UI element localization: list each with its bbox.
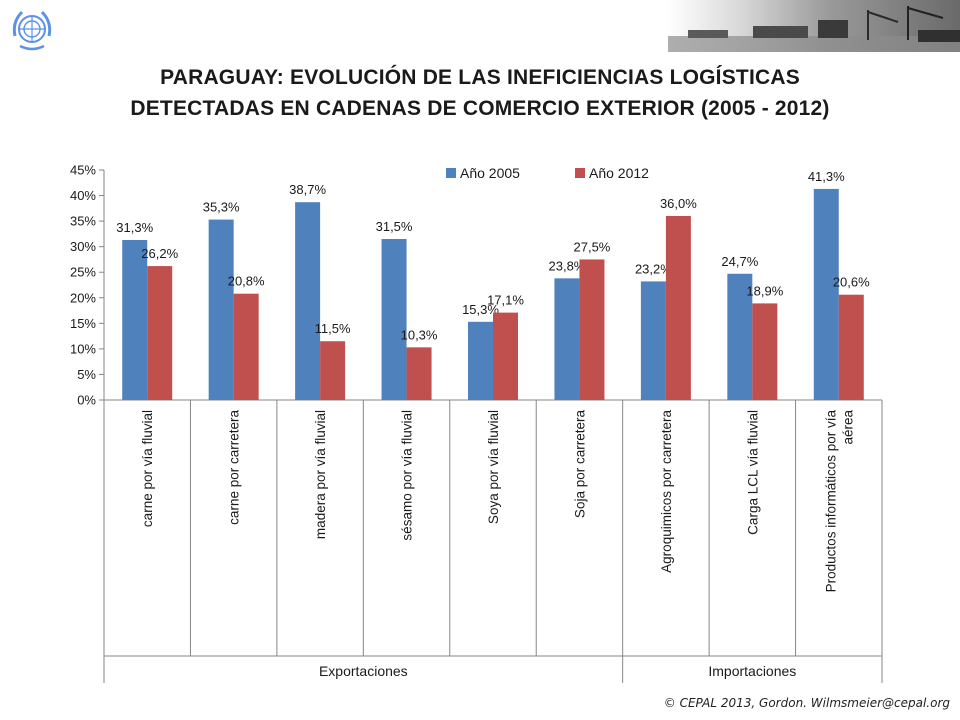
series-2005-data-label: 35,3% <box>203 200 240 215</box>
series-2012-data-label: 17,1% <box>487 293 524 308</box>
category-label-line: Productos informáticos por vía <box>823 410 838 593</box>
category-label: Soya por vía fluvial <box>486 410 501 524</box>
category-label-line: carne por carretera <box>227 410 242 525</box>
series-2005-data-label: 23,2% <box>635 261 672 276</box>
category-label: Carga LCL vía fluvial <box>745 410 760 535</box>
series-2005-data-label: 31,5% <box>376 219 413 234</box>
series-2005-data-label: 38,7% <box>289 182 326 197</box>
series-2005-bar <box>381 239 407 400</box>
series-2012-data-label: 26,2% <box>141 246 178 261</box>
series-2005-legend-label: Año 2005 <box>460 165 520 181</box>
series-2012-bar <box>579 259 605 400</box>
series-2012-bar <box>320 341 346 400</box>
series-2005-data-label: 41,3% <box>808 169 845 184</box>
category-label-line: sésamo por vía fluvial <box>400 410 415 541</box>
y-tick-label: 30% <box>70 239 96 254</box>
category-label-line: aérea <box>840 410 855 445</box>
category-label: Soja por carretera <box>572 410 587 519</box>
y-tick-label: 25% <box>70 265 96 280</box>
group-label: Exportaciones <box>319 663 408 679</box>
series-2012-bar <box>838 294 864 400</box>
series-2012-bar <box>752 303 778 400</box>
footer-credit: © CEPAL 2013, Gordon. Wilmsmeier@cepal.o… <box>663 696 950 710</box>
series-2005-legend-swatch <box>446 168 456 178</box>
series-2012-legend-label: Año 2012 <box>589 165 649 181</box>
category-label: carne por carretera <box>227 410 242 525</box>
category-label: carne por vía fluvial <box>140 410 155 527</box>
y-tick-label: 45% <box>70 163 96 178</box>
series-2012-data-label: 10,3% <box>401 327 438 342</box>
series-2005-data-label: 15,3% <box>462 302 499 317</box>
category-label-line: Agroquimicos por carretera <box>659 410 674 573</box>
y-tick-label: 20% <box>70 290 96 305</box>
category-label-line: Soja por carretera <box>572 410 587 519</box>
y-tick-label: 35% <box>70 214 96 229</box>
category-label-line: carne por vía fluvial <box>140 410 155 527</box>
group-label: Importaciones <box>708 663 796 679</box>
series-2012-bar <box>406 347 432 400</box>
series-2005-data-label: 24,7% <box>721 254 758 269</box>
category-label: sésamo por vía fluvial <box>400 410 415 541</box>
y-tick-label: 40% <box>70 188 96 203</box>
category-label-line: Soya por vía fluvial <box>486 410 501 524</box>
category-label-line: Carga LCL vía fluvial <box>745 410 760 535</box>
y-tick-label: 10% <box>70 341 96 356</box>
series-2012-bar <box>493 312 518 400</box>
bar-chart: 0% 5% 10% 15% 20% 25% 30% 35% 40% 45% 31,3% 26,2% ca… <box>70 163 883 683</box>
series-2012-data-label: 20,6% <box>833 275 870 290</box>
category-label: Agroquimicos por carretera <box>659 410 674 573</box>
series-2005-bar <box>554 278 580 400</box>
series-2012-bar <box>665 216 691 400</box>
series-2012-data-label: 27,5% <box>574 239 611 254</box>
category-label-line: madera por vía fluvial <box>313 410 328 539</box>
series-2005-bar <box>727 273 753 400</box>
port-photos-image <box>668 0 960 52</box>
title-line-2: DETECTADAS EN CADENAS DE COMERCIO EXTERI… <box>130 97 830 120</box>
y-tick-label: 0% <box>77 393 96 408</box>
un-emblem-icon <box>12 10 52 51</box>
page-title: PARAGUAY: EVOLUCIÓN DE LAS INEFICIENCIAS… <box>40 62 920 124</box>
series-2005-data-label: 23,8% <box>549 258 586 273</box>
y-tick-label: 5% <box>77 367 96 382</box>
series-2005-bar <box>640 281 666 400</box>
series-2012-bar <box>233 293 259 400</box>
series-2012-data-label: 20,8% <box>228 274 265 289</box>
y-tick-label: 15% <box>70 316 96 331</box>
title-line-1: PARAGUAY: EVOLUCIÓN DE LAS INEFICIENCIAS… <box>160 66 800 89</box>
series-2005-bar <box>813 188 839 400</box>
series-2005-bar <box>295 202 321 400</box>
series-2005-bar <box>208 219 234 400</box>
series-2012-legend-swatch <box>575 168 585 178</box>
series-2005-data-label: 31,3% <box>116 220 153 235</box>
series-2012-data-label: 11,5% <box>315 321 351 336</box>
series-2012-data-label: 36,0% <box>660 196 697 211</box>
category-label: Productos informáticos por vía aérea <box>823 410 855 593</box>
series-2005-bar <box>122 240 148 400</box>
series-2005-bar <box>468 321 493 400</box>
series-2012-data-label: 18,9% <box>746 283 783 298</box>
series-2012-bar <box>147 266 173 400</box>
category-label: madera por vía fluvial <box>313 410 328 539</box>
